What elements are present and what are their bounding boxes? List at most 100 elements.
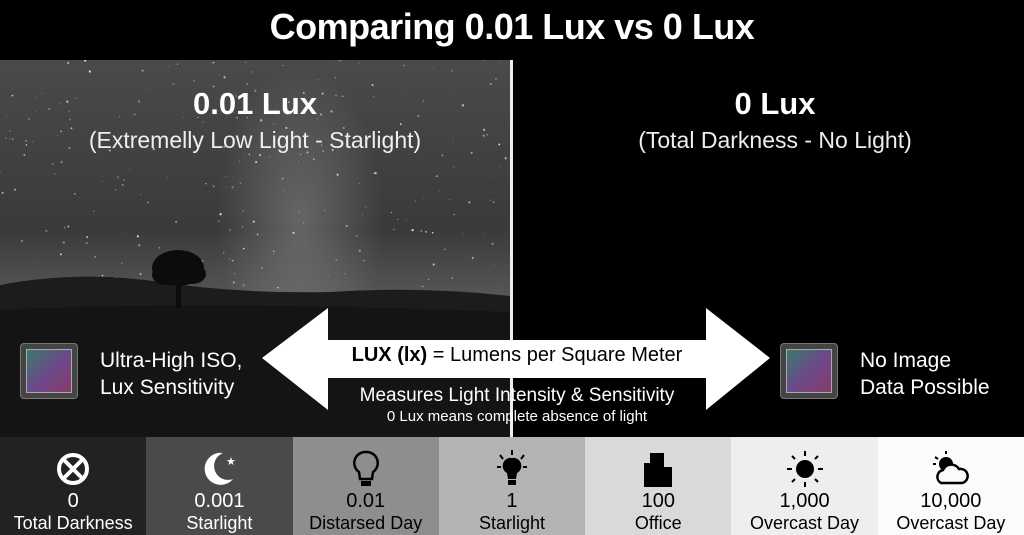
star bbox=[277, 286, 279, 289]
star bbox=[8, 130, 11, 133]
star bbox=[84, 60, 87, 62]
star bbox=[422, 100, 425, 102]
star bbox=[0, 171, 1, 173]
star bbox=[397, 218, 399, 220]
star bbox=[334, 76, 337, 79]
star bbox=[302, 222, 305, 224]
star bbox=[67, 225, 70, 228]
star bbox=[177, 63, 179, 65]
scale-item: ★ 0.001 Starlight bbox=[146, 437, 293, 535]
star bbox=[448, 89, 450, 91]
star bbox=[125, 233, 127, 234]
star bbox=[317, 79, 319, 81]
star bbox=[147, 201, 149, 204]
scale-value: 1 bbox=[506, 490, 518, 512]
star bbox=[101, 274, 104, 277]
right-sensor-text: No Image Data Possible bbox=[860, 349, 990, 399]
scale-value: 0.001 bbox=[194, 490, 245, 512]
star bbox=[490, 83, 492, 85]
star bbox=[67, 61, 70, 64]
star bbox=[496, 100, 498, 102]
lit-bulb-icon bbox=[439, 449, 585, 489]
star bbox=[313, 158, 315, 160]
star bbox=[245, 61, 247, 63]
star bbox=[57, 135, 58, 136]
star bbox=[150, 106, 152, 108]
star bbox=[62, 241, 65, 244]
lightbulb-icon bbox=[293, 449, 439, 489]
scale-label: Distarsed Day bbox=[309, 513, 423, 533]
star bbox=[246, 116, 248, 119]
star bbox=[41, 92, 43, 94]
star bbox=[205, 110, 208, 112]
star bbox=[228, 258, 231, 260]
star bbox=[139, 273, 142, 275]
star bbox=[251, 71, 253, 73]
star bbox=[470, 151, 473, 154]
star bbox=[414, 200, 417, 203]
star bbox=[233, 272, 236, 275]
star bbox=[344, 273, 346, 275]
right-subheading: (Total Darkness - No Light) bbox=[638, 127, 912, 153]
star bbox=[218, 271, 220, 273]
star bbox=[461, 243, 463, 245]
star bbox=[439, 190, 441, 192]
star bbox=[333, 61, 335, 63]
star bbox=[20, 239, 24, 243]
star bbox=[363, 259, 365, 262]
star bbox=[218, 75, 220, 76]
star bbox=[51, 163, 54, 166]
star bbox=[108, 149, 111, 152]
star bbox=[202, 124, 204, 126]
star bbox=[69, 118, 72, 121]
star bbox=[231, 259, 234, 262]
scale-label: Starlight bbox=[186, 513, 253, 533]
star bbox=[330, 110, 333, 113]
star bbox=[140, 194, 142, 196]
star bbox=[168, 65, 169, 67]
star bbox=[243, 155, 245, 156]
building-icon bbox=[585, 449, 731, 489]
star bbox=[493, 264, 495, 267]
star bbox=[172, 83, 175, 86]
star bbox=[256, 233, 259, 236]
star bbox=[101, 180, 103, 182]
scale-item: 0 Total Darkness bbox=[0, 437, 147, 535]
star bbox=[298, 211, 300, 213]
star bbox=[451, 69, 453, 72]
star bbox=[238, 160, 240, 163]
star bbox=[86, 236, 89, 239]
star bbox=[68, 147, 71, 150]
star bbox=[114, 189, 117, 191]
star bbox=[362, 214, 363, 216]
star bbox=[320, 113, 323, 116]
star bbox=[260, 119, 263, 122]
star bbox=[53, 173, 56, 175]
star bbox=[453, 166, 455, 168]
star bbox=[373, 172, 375, 174]
star bbox=[489, 199, 492, 201]
sun-cloud-icon bbox=[878, 449, 1024, 489]
x-circle-icon bbox=[0, 449, 146, 489]
star bbox=[482, 134, 485, 137]
star bbox=[427, 278, 430, 281]
star bbox=[197, 116, 199, 119]
star bbox=[122, 179, 125, 181]
star bbox=[126, 170, 127, 172]
star bbox=[212, 185, 215, 188]
star bbox=[94, 256, 96, 258]
star bbox=[242, 284, 245, 287]
star bbox=[322, 150, 325, 153]
star bbox=[278, 135, 280, 137]
star bbox=[178, 140, 180, 141]
star bbox=[498, 60, 500, 62]
image-sensor-icon bbox=[780, 343, 838, 399]
star bbox=[358, 249, 361, 252]
image-sensor-icon bbox=[20, 343, 78, 399]
star bbox=[255, 161, 258, 164]
star bbox=[32, 141, 34, 143]
star bbox=[272, 250, 275, 253]
star bbox=[254, 89, 257, 92]
star bbox=[408, 154, 410, 156]
star bbox=[420, 230, 423, 232]
